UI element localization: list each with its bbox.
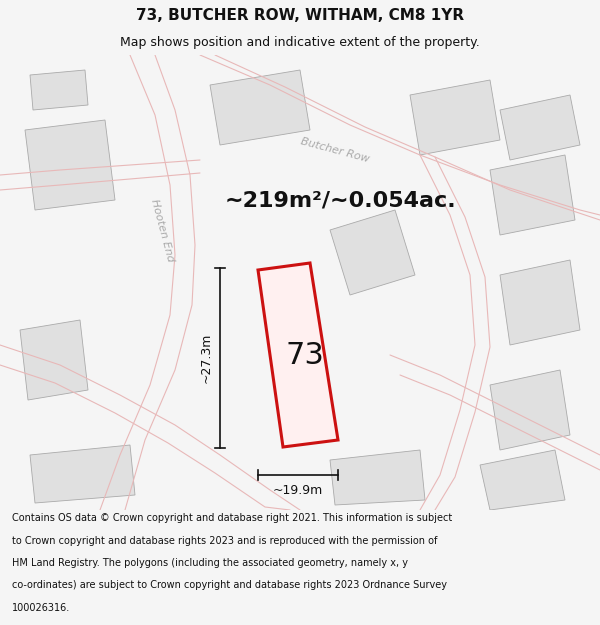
Polygon shape xyxy=(20,320,88,400)
Text: 100026316.: 100026316. xyxy=(12,602,70,612)
Text: 73: 73 xyxy=(286,341,325,369)
Polygon shape xyxy=(30,445,135,503)
Polygon shape xyxy=(258,263,338,447)
Polygon shape xyxy=(330,450,425,505)
Text: ~219m²/~0.054ac.: ~219m²/~0.054ac. xyxy=(224,190,456,210)
Text: HM Land Registry. The polygons (including the associated geometry, namely x, y: HM Land Registry. The polygons (includin… xyxy=(12,558,408,568)
Polygon shape xyxy=(500,260,580,345)
Text: 73, BUTCHER ROW, WITHAM, CM8 1YR: 73, BUTCHER ROW, WITHAM, CM8 1YR xyxy=(136,8,464,23)
Text: co-ordinates) are subject to Crown copyright and database rights 2023 Ordnance S: co-ordinates) are subject to Crown copyr… xyxy=(12,580,447,590)
Polygon shape xyxy=(480,450,565,510)
Polygon shape xyxy=(25,120,115,210)
Polygon shape xyxy=(500,95,580,160)
Text: to Crown copyright and database rights 2023 and is reproduced with the permissio: to Crown copyright and database rights 2… xyxy=(12,536,437,546)
Polygon shape xyxy=(490,370,570,450)
Text: Hooten End: Hooten End xyxy=(149,198,175,262)
Polygon shape xyxy=(330,210,415,295)
Polygon shape xyxy=(490,155,575,235)
Text: Butcher Row: Butcher Row xyxy=(299,136,370,164)
Text: Map shows position and indicative extent of the property.: Map shows position and indicative extent… xyxy=(120,36,480,49)
Text: Contains OS data © Crown copyright and database right 2021. This information is : Contains OS data © Crown copyright and d… xyxy=(12,513,452,523)
Polygon shape xyxy=(210,70,310,145)
Text: ~19.9m: ~19.9m xyxy=(273,484,323,498)
Polygon shape xyxy=(30,70,88,110)
Text: ~27.3m: ~27.3m xyxy=(199,332,212,383)
Polygon shape xyxy=(410,80,500,155)
